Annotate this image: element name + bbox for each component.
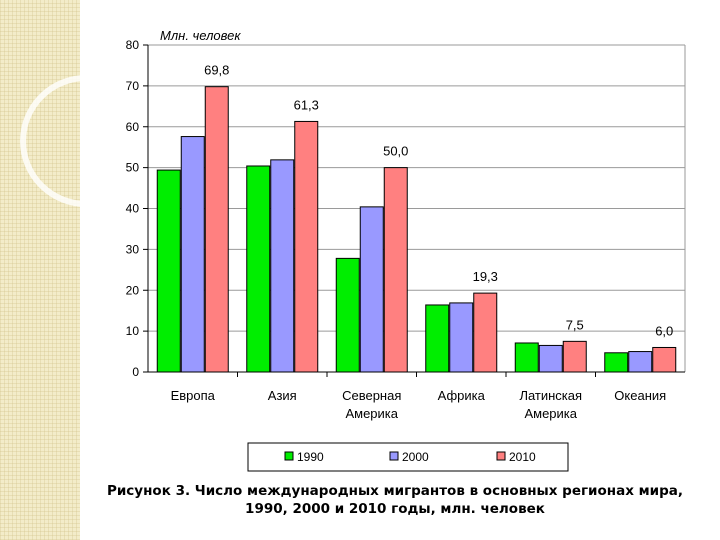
bar-2010 [562,340,587,373]
bar-1990 [425,304,450,373]
category-label: Америка [345,406,398,421]
y-axis-unit-label: Млн. человек [160,28,241,43]
bar-2000 [359,206,384,373]
y-tick-label: 30 [126,242,140,256]
bar-2010 [473,292,498,373]
y-tick-labels: 0 10 20 30 40 50 60 70 80 [126,38,148,379]
legend-label: 1990 [297,450,324,464]
caption-line-2: 1990, 2000 и 2010 годы, млн. человек [245,501,545,517]
data-labels: 69,8 61,3 50,0 19,3 7,5 6,0 [204,63,673,339]
category-label: Африка [438,388,486,403]
category-label: Океания [614,388,666,403]
y-tick-label: 10 [126,324,140,338]
legend-swatch [496,451,506,461]
category-label: Азия [268,388,297,403]
bar-2010 [294,120,319,373]
category-label: Латинская [519,388,582,403]
data-label: 61,3 [294,97,319,112]
y-tick-label: 40 [126,202,140,216]
legend-swatch [284,451,294,461]
legend-label: 2000 [402,450,429,464]
data-label: 50,0 [383,144,408,159]
data-label: 69,8 [204,63,229,78]
bar-1990 [514,342,539,373]
y-tick-label: 70 [126,79,140,93]
legend-box [247,442,569,472]
category-label: Америка [524,406,577,421]
category-labels: Европа Азия Северная Америка Африка Латинская… [171,372,666,421]
bar-1990 [335,257,360,373]
y-tick-label: 50 [126,161,140,175]
bar-2010 [652,346,677,373]
data-label: 19,3 [473,269,498,284]
bar-2000 [270,159,295,373]
category-label: Европа [171,388,216,403]
category-label: Северная [342,388,401,403]
figure-caption: Рисунок 3. Число международных мигрантов… [90,482,700,518]
data-label: 7,5 [566,317,584,332]
bar-2010 [383,167,408,373]
data-label: 6,0 [655,323,673,338]
caption-line-1: Рисунок 3. Число международных мигрантов… [106,483,684,499]
bars-group [156,86,677,373]
legend-swatch [389,451,399,461]
bar-2000 [538,344,563,373]
bar-2000 [180,136,205,373]
y-tick-label: 20 [126,283,140,297]
y-tick-label: 0 [132,365,139,379]
bar-1990 [604,352,629,373]
bar-2000 [628,351,653,373]
gridlines [148,44,686,372]
legend: 1990 2000 2010 [247,442,569,472]
legend-label: 2010 [509,450,536,464]
bar-chart: 0 10 20 30 40 50 60 70 80 Европа Азия Северная Амер… [126,28,686,472]
bar-1990 [156,169,181,373]
y-tick-label: 80 [126,38,140,52]
bar-2000 [449,302,474,373]
y-tick-label: 60 [126,120,140,134]
bar-2010 [204,86,229,373]
bar-1990 [246,165,271,373]
